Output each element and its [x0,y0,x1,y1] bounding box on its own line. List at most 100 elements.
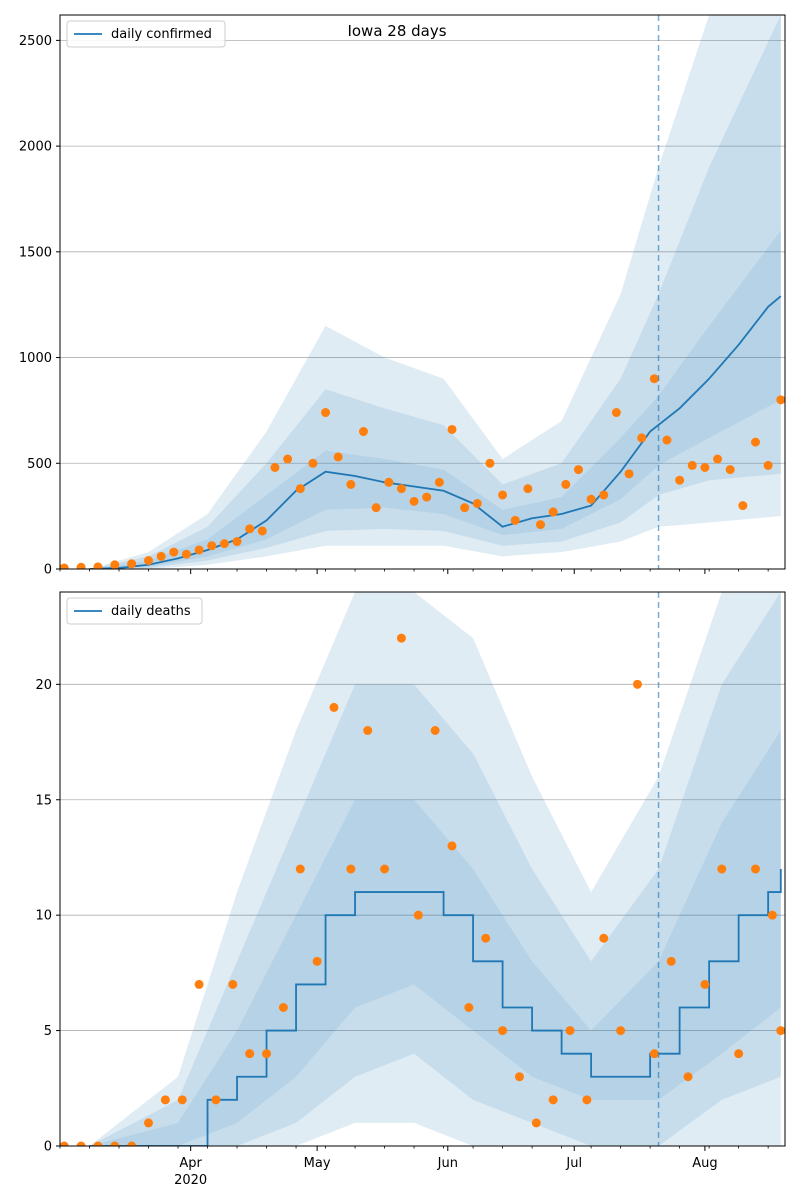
deaths-legend: daily deaths [66,597,203,625]
data-point [485,458,495,468]
data-point [177,1095,187,1105]
x-tick-label: 2020 [174,1173,207,1188]
chart-title: Iowa 28 days [347,22,446,40]
data-point [481,933,491,943]
confirmed-axes-frame [59,14,786,570]
deaths-panel: 0 5 10 15 20 Apr 2020 May Jun Jul Aug daily death… [35,591,786,1188]
data-point [624,469,634,479]
data-point [228,979,238,989]
series-line [89,295,782,569]
data-point [60,563,69,569]
data-point [434,477,444,487]
data-point [565,1026,575,1036]
data-point [447,841,457,851]
data-point [346,864,356,874]
data-point [127,1141,137,1146]
y-tick-label: 0 [44,563,52,578]
y-tick-label: 2000 [19,140,52,155]
data-point [346,479,356,489]
data-point [776,395,785,405]
uncertainty-band [89,15,781,569]
data-point [363,726,373,735]
data-point [396,484,406,494]
data-point [308,458,318,468]
data-point [194,545,204,555]
data-point [582,1095,592,1105]
data-point [283,454,293,464]
data-point [523,484,533,494]
data-point [666,956,676,966]
data-point [531,1118,541,1128]
data-point [460,503,470,513]
data-point [498,1026,508,1036]
data-point [717,864,727,874]
data-point [548,1095,558,1105]
data-point [700,463,710,473]
data-point [144,1118,154,1128]
confirmed-y-ticks: 0 500 1000 1500 2000 2500 [19,34,60,578]
deaths-bands [89,592,781,1146]
deaths-axes-frame [59,591,786,1147]
data-point [430,726,440,735]
data-point [767,910,777,920]
confirmed-panel: 0 500 1000 1500 2000 2500 Iowa 28 days daily … [19,14,786,578]
data-point [409,496,419,506]
data-point [371,503,381,513]
y-tick-label: 1500 [19,245,52,260]
data-point [662,435,672,445]
y-tick-label: 1000 [19,351,52,366]
data-point [763,460,773,470]
data-point [93,562,103,569]
data-point [76,1141,86,1146]
data-point [750,437,760,447]
deaths-points [60,633,785,1146]
x-tick-label: Aug [692,1156,717,1171]
data-point [207,541,217,551]
data-point [257,526,267,536]
data-point [127,559,137,569]
series-line [89,869,782,1146]
data-point [219,539,229,549]
data-point [649,1049,659,1059]
data-point [93,1141,103,1146]
data-point [700,979,710,989]
data-point [270,463,280,473]
uncertainty-band [89,592,781,1146]
data-point [616,1026,626,1036]
data-point [750,864,760,874]
data-point [413,910,423,920]
data-point [510,515,520,525]
data-point [599,490,609,500]
data-point [514,1072,524,1082]
data-point [312,956,322,966]
y-tick-label: 0 [44,1140,52,1155]
data-point [687,460,697,470]
data-point [358,427,368,437]
data-point [738,501,748,511]
y-tick-label: 15 [35,793,52,808]
x-tick-label: Apr [179,1156,202,1171]
data-point [498,490,508,500]
confirmed-line-layer [89,295,782,569]
data-point [160,1095,170,1105]
data-point [472,498,482,508]
uncertainty-band [89,592,781,1146]
data-point [181,549,191,559]
data-point [295,484,305,494]
data-point [649,374,659,384]
confirmed-gridlines [60,39,785,464]
data-point [110,1141,120,1146]
data-point [194,979,204,989]
data-point [245,524,255,534]
data-point [611,408,621,418]
confirmed-legend-box [66,20,226,48]
deaths-legend-label: daily deaths [111,604,191,619]
data-point [144,556,154,566]
y-tick-label: 2500 [19,34,52,49]
data-point [333,452,343,462]
deaths-x-ticks: Apr 2020 May Jun Jul Aug [59,1146,769,1188]
data-point [380,864,390,874]
data-point [447,424,457,434]
data-point [169,547,179,557]
data-point [295,864,305,874]
